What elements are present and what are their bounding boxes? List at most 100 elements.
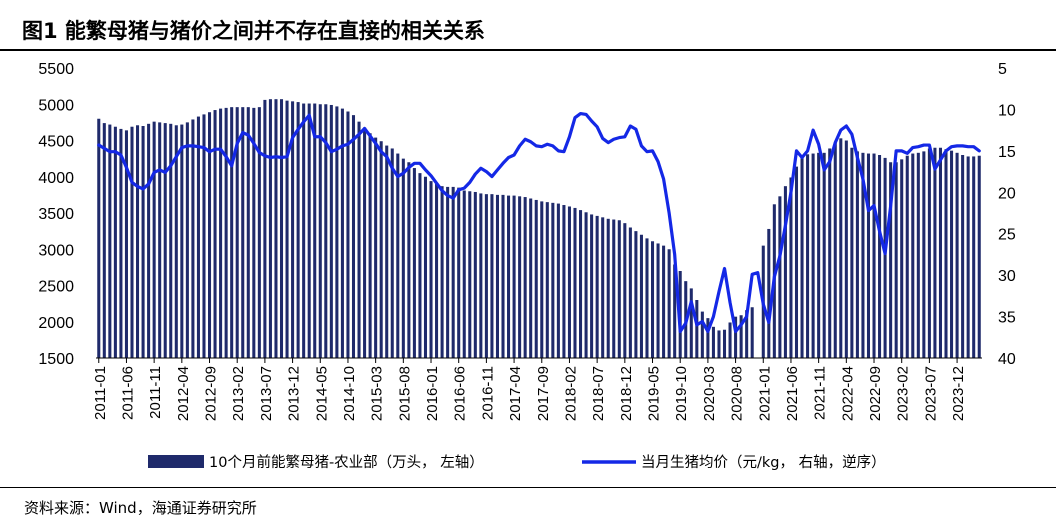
x-tick-label: 2020-08 <box>729 366 746 421</box>
right-tick-label: 35 <box>998 310 1016 327</box>
bar <box>534 199 538 358</box>
bar <box>955 152 959 358</box>
bar <box>379 141 383 358</box>
bar <box>833 142 837 358</box>
bar <box>268 99 272 359</box>
price-line <box>97 111 981 334</box>
x-tick-label: 2021-11 <box>812 366 829 420</box>
bar <box>922 151 926 359</box>
bar <box>158 122 162 359</box>
bar <box>412 168 416 358</box>
bar <box>174 125 178 358</box>
bar <box>794 166 799 358</box>
bar <box>518 196 522 358</box>
bar <box>423 176 428 358</box>
bar <box>579 210 583 358</box>
source-divider <box>0 487 1056 488</box>
bar <box>329 104 333 358</box>
bar <box>318 104 322 358</box>
left-tick-label: 1500 <box>38 351 74 368</box>
bar <box>977 155 981 358</box>
bar <box>119 128 123 358</box>
bar <box>590 214 594 358</box>
right-tick-label: 40 <box>998 351 1016 368</box>
bar <box>750 307 754 358</box>
x-tick-label: 2018-07 <box>590 366 607 421</box>
bar <box>396 153 400 358</box>
left-tick-label: 5000 <box>38 97 74 114</box>
x-tick-label: 2018-12 <box>618 366 635 421</box>
bar <box>113 126 117 358</box>
bar <box>235 107 239 359</box>
bar <box>961 155 965 358</box>
bar <box>213 110 217 358</box>
bar <box>324 104 328 358</box>
bar <box>274 99 278 359</box>
x-tick-label: 2023-12 <box>950 366 967 421</box>
bar <box>141 126 145 358</box>
bar <box>523 197 527 358</box>
bar <box>811 153 815 358</box>
x-axis: 2011-01 2011-06 2011-11 2012-04 2012-09 2013-… <box>92 357 982 421</box>
x-tick-label: 2013-02 <box>230 366 247 421</box>
bar <box>208 112 212 358</box>
legend-bar-label: 10个月前能繁母猪-农业部（万头， 左轴） <box>209 454 484 471</box>
bar <box>357 121 361 359</box>
x-tick-label: 2021-01 <box>756 366 773 421</box>
bar <box>634 231 638 359</box>
bar <box>894 162 898 358</box>
x-tick-label: 2020-03 <box>701 366 718 421</box>
bar <box>279 99 284 359</box>
plot-area <box>97 99 981 359</box>
bar <box>374 137 378 358</box>
bar <box>495 194 499 359</box>
bar <box>191 119 195 358</box>
left-tick-label: 2500 <box>38 279 74 296</box>
bar <box>224 107 228 359</box>
bar <box>889 162 893 358</box>
bar <box>950 150 954 358</box>
bar <box>529 198 533 358</box>
bar <box>462 190 466 358</box>
bar <box>883 157 887 358</box>
bar <box>285 100 289 359</box>
left-tick-label: 3500 <box>38 206 74 223</box>
x-tick-label: 2012-09 <box>203 366 220 421</box>
bar <box>385 145 389 358</box>
left-tick-label: 3000 <box>38 242 74 259</box>
bar <box>490 194 494 358</box>
bar <box>872 153 876 358</box>
bar <box>866 153 871 358</box>
bar <box>789 177 793 358</box>
x-tick-label: 2011-11 <box>147 366 164 419</box>
x-tick-label: 2019-05 <box>646 366 663 421</box>
bar <box>734 316 738 358</box>
bar <box>767 228 771 358</box>
bar <box>136 125 140 358</box>
bar <box>169 123 173 358</box>
right-tick-label: 5 <box>998 61 1007 78</box>
bar <box>457 187 461 359</box>
bar <box>861 152 865 358</box>
bar <box>700 311 704 358</box>
bar <box>878 155 882 358</box>
x-tick-label: 2016-01 <box>424 366 441 421</box>
bar <box>916 152 920 358</box>
bar <box>130 126 134 358</box>
bar <box>302 103 306 358</box>
figure-title-bar: 图1 能繁母猪与猪价之间并不存在直接的相关关系 <box>0 0 1056 51</box>
x-tick-label: 2016-06 <box>452 366 469 421</box>
bar <box>363 127 367 358</box>
left-tick-label: 4000 <box>38 170 74 187</box>
x-tick-label: 2018-02 <box>562 366 579 421</box>
bar <box>152 121 156 359</box>
legend: 10个月前能繁母猪-农业部（万头， 左轴） 当月生猪均价（元/kg， 右轴，逆序） <box>148 454 886 471</box>
source-note: 资料来源：Wind，海通证券研究所 <box>24 499 257 517</box>
bar <box>905 155 909 358</box>
bar <box>822 152 826 358</box>
bar <box>124 130 128 358</box>
bar <box>739 315 743 358</box>
bar <box>484 194 488 358</box>
x-tick-label: 2012-04 <box>175 366 192 421</box>
x-tick-label: 2022-09 <box>867 366 884 421</box>
